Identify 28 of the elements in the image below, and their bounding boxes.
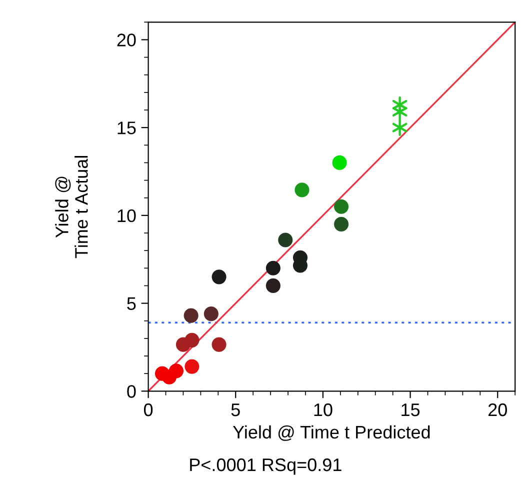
x-tick-label: 0 bbox=[144, 403, 153, 416]
x-tick-label: 5 bbox=[231, 404, 240, 416]
point bbox=[204, 306, 218, 322]
y-axis-title: Yield @ Time t Actual bbox=[55, 156, 88, 258]
point bbox=[392, 119, 408, 136]
point bbox=[266, 278, 280, 293]
point bbox=[212, 337, 226, 352]
point bbox=[294, 182, 310, 198]
y-tick-label: 20 bbox=[117, 34, 136, 46]
x-tick-label: 15 bbox=[402, 404, 420, 416]
point bbox=[184, 332, 200, 348]
point bbox=[334, 216, 349, 232]
text: P<.0001 RSq=0.91 bbox=[190, 458, 342, 475]
point bbox=[278, 232, 293, 248]
x-axis-title: Yield @ Time t Predicted bbox=[232, 425, 430, 441]
x-tick-label: 10 bbox=[314, 403, 332, 416]
y-tick-label: 15 bbox=[118, 122, 136, 134]
point bbox=[184, 359, 200, 374]
y-tick-label: 10 bbox=[118, 209, 136, 222]
point bbox=[168, 364, 184, 378]
point bbox=[266, 260, 280, 276]
point bbox=[212, 270, 226, 284]
x-tick-label: 20 bbox=[488, 403, 507, 416]
point bbox=[184, 308, 198, 323]
point bbox=[332, 155, 347, 170]
y-tick-label: 0 bbox=[127, 385, 136, 398]
point bbox=[334, 199, 349, 214]
y-tick-label: 5 bbox=[127, 297, 136, 310]
